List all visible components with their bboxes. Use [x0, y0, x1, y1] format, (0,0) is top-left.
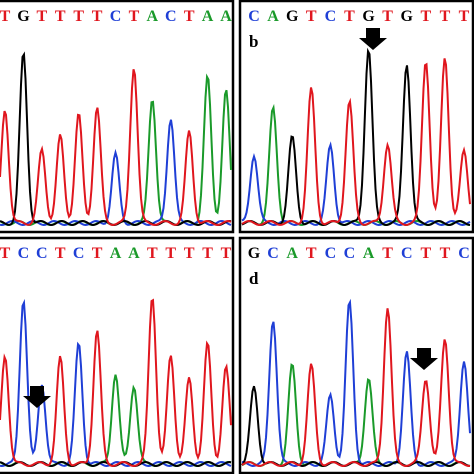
- base-call: T: [440, 8, 451, 25]
- base-call: A: [220, 8, 232, 25]
- base-call: T: [165, 245, 176, 262]
- base-call: T: [420, 8, 431, 25]
- base-call: G: [17, 8, 30, 25]
- base-call: T: [55, 8, 66, 25]
- base-call: T: [36, 8, 47, 25]
- trace: [241, 298, 471, 468]
- trace: [0, 119, 232, 227]
- base-call: T: [202, 245, 213, 262]
- panel-label: b: [249, 32, 258, 51]
- panel-border: [0, 236, 235, 474]
- base-call: T: [184, 245, 195, 262]
- base-call: A: [286, 245, 298, 262]
- trace: [241, 58, 471, 227]
- trace: [0, 298, 232, 468]
- base-call: T: [382, 245, 393, 262]
- base-call: T: [344, 8, 355, 25]
- base-call: T: [73, 8, 84, 25]
- trace: [241, 141, 471, 227]
- arrow: [410, 348, 438, 370]
- base-call: G: [286, 8, 299, 25]
- panel-label: d: [249, 269, 259, 288]
- base-call: C: [325, 8, 337, 25]
- base-call: C: [401, 245, 413, 262]
- base-call: C: [110, 8, 122, 25]
- base-call: T: [306, 245, 317, 262]
- base-call: C: [248, 8, 260, 25]
- base-call: T: [92, 245, 103, 262]
- base-call: T: [306, 8, 317, 25]
- panel-border: [0, 0, 235, 234]
- trace: [241, 308, 471, 468]
- base-call: T: [0, 8, 11, 25]
- base-call: T: [184, 8, 195, 25]
- base-call: T: [440, 245, 451, 262]
- base-call: T: [0, 245, 11, 262]
- base-call: C: [73, 245, 85, 262]
- base-call: C: [325, 245, 337, 262]
- base-call: C: [267, 245, 279, 262]
- base-call: C: [18, 245, 30, 262]
- base-call: T: [459, 8, 470, 25]
- base-call: T: [382, 8, 393, 25]
- arrow: [359, 28, 387, 50]
- base-call: A: [128, 245, 140, 262]
- base-call: T: [221, 245, 232, 262]
- base-call: A: [110, 245, 122, 262]
- base-call: A: [202, 8, 214, 25]
- arrow: [23, 386, 51, 408]
- base-call: A: [363, 245, 375, 262]
- base-call: C: [165, 8, 177, 25]
- base-call: C: [344, 245, 356, 262]
- base-call: T: [147, 245, 158, 262]
- panel-border: [238, 0, 474, 234]
- base-call: C: [458, 245, 470, 262]
- trace: [0, 298, 232, 468]
- base-call: C: [36, 245, 48, 262]
- base-call: A: [267, 8, 279, 25]
- trace: [0, 69, 232, 227]
- base-call: T: [55, 245, 66, 262]
- base-call: T: [92, 8, 103, 25]
- base-call: G: [401, 8, 414, 25]
- base-call: G: [362, 8, 375, 25]
- base-call: G: [248, 245, 261, 262]
- base-call: T: [129, 8, 140, 25]
- base-call: A: [147, 8, 159, 25]
- panel-border: [238, 236, 474, 474]
- base-call: T: [420, 245, 431, 262]
